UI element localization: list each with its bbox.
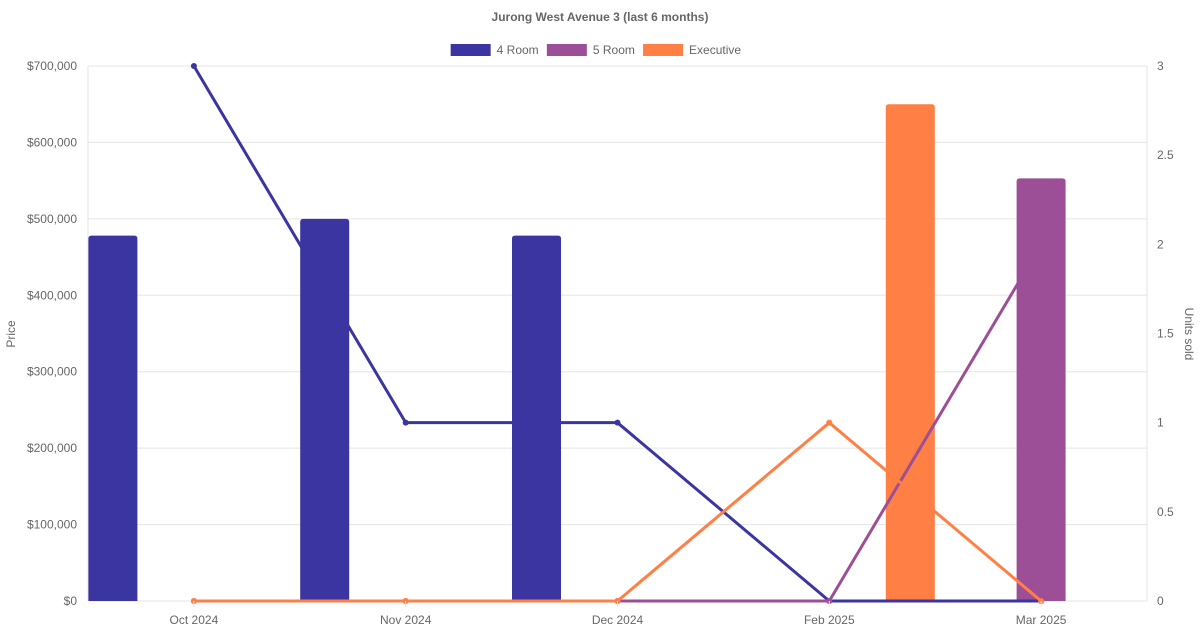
- x-tick-label: Feb 2025: [804, 613, 855, 627]
- grid: [87, 65, 1148, 602]
- legend-label: Executive: [689, 43, 741, 57]
- y-axis-left: $0 $100,000 $200,000 $300,000 $400,000 $500,0…: [27, 59, 77, 608]
- bar: [88, 235, 138, 601]
- legend-swatch: [450, 44, 491, 56]
- y-left-tick-label: $600,000: [27, 135, 77, 149]
- x-tick-label: Oct 2024: [170, 613, 219, 627]
- y-right-tick-label: 0: [1157, 594, 1164, 608]
- y-right-tick-label: 2.5: [1157, 148, 1174, 162]
- y-left-tick-label: $300,000: [27, 365, 77, 379]
- x-tick-label: Nov 2024: [380, 613, 432, 627]
- y-right-tick-label: 0.5: [1157, 505, 1174, 519]
- legend-item[interactable]: 4 Room: [450, 43, 539, 57]
- legend-swatch: [546, 44, 587, 56]
- x-axis: Oct 2024 Nov 2024 Dec 2024 Feb 2025 Mar 2025: [170, 601, 1067, 627]
- series-point: [826, 419, 833, 426]
- bar: [300, 218, 350, 601]
- y-left-tick-label: $500,000: [27, 212, 77, 226]
- y-right-tick-label: 1.5: [1157, 327, 1174, 341]
- y-axis-left-label: Price: [4, 320, 18, 348]
- y-left-tick-label: $700,000: [27, 59, 77, 73]
- series-point: [402, 419, 409, 426]
- y-left-tick-label: $0: [64, 594, 78, 608]
- legend-item[interactable]: Executive: [643, 43, 741, 57]
- bar: [885, 104, 935, 601]
- x-tick-label: Dec 2024: [592, 613, 644, 627]
- y-right-tick-label: 2: [1157, 237, 1164, 251]
- series-point: [190, 63, 197, 69]
- y-right-tick-label: 1: [1157, 416, 1164, 430]
- bar: [1016, 178, 1066, 601]
- y-axis-right: 0 0.5 1 1.5 2 2.5 3: [1157, 59, 1174, 608]
- legend-label: 5 Room: [593, 43, 635, 57]
- legend-item[interactable]: 5 Room: [546, 43, 635, 57]
- y-right-tick-label: 3: [1157, 59, 1164, 73]
- y-left-tick-label: $200,000: [27, 441, 77, 455]
- bar: [512, 235, 561, 601]
- chart-title: Jurong West Avenue 3 (last 6 months): [492, 10, 709, 24]
- bars: [88, 104, 1066, 601]
- legend-label: 4 Room: [497, 43, 539, 57]
- y-left-tick-label: $100,000: [27, 518, 77, 532]
- series-point: [614, 419, 621, 426]
- legend[interactable]: 4 Room 5 Room Executive: [450, 43, 742, 57]
- x-tick-label: Mar 2025: [1016, 613, 1067, 627]
- legend-swatch: [643, 44, 684, 56]
- y-left-tick-label: $400,000: [27, 288, 77, 302]
- series-point: [1038, 241, 1045, 248]
- y-axis-right-label: Units sold: [1182, 308, 1196, 361]
